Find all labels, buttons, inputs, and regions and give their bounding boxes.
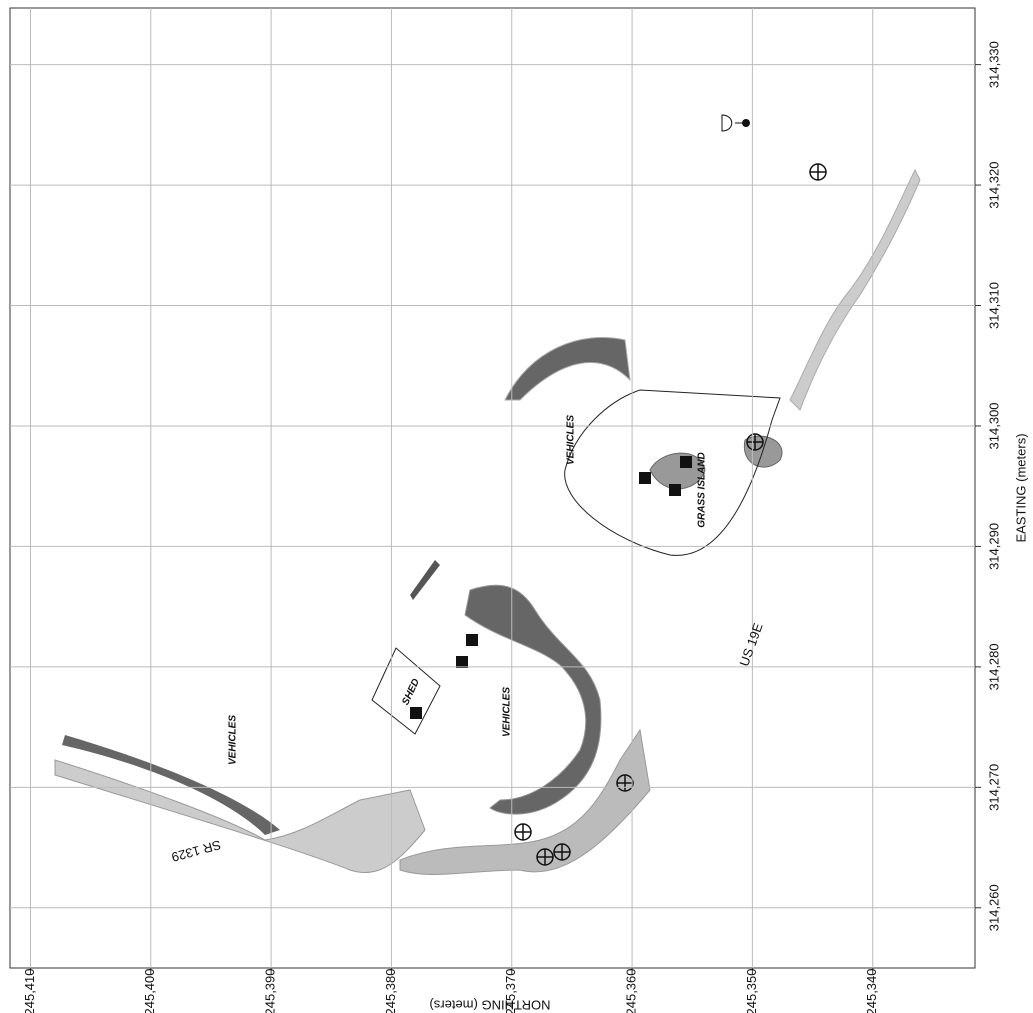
x-tick-label: 245,360 xyxy=(624,969,639,1013)
y-tick-label: 314,310 xyxy=(986,282,1001,329)
shed-outline xyxy=(371,647,441,735)
curb-left xyxy=(62,735,280,835)
y-tick-label: 314,270 xyxy=(986,764,1001,811)
annotation: VEHICLES xyxy=(228,715,239,765)
x-tick-label: 245,400 xyxy=(142,969,157,1013)
x-tick-label: 245,350 xyxy=(744,969,759,1013)
curb-top xyxy=(504,337,631,401)
y-tick-label: 314,300 xyxy=(986,402,1001,449)
road-strip xyxy=(789,168,921,411)
squares xyxy=(410,456,692,719)
y-tick-label: 314,260 xyxy=(986,884,1001,931)
x-tick-label: 245,340 xyxy=(864,969,879,1013)
grass-island-boundary xyxy=(564,389,781,556)
annotation: VEHICLES xyxy=(566,415,577,465)
x-tick-label: 245,410 xyxy=(22,969,37,1013)
x-tick-label: 245,390 xyxy=(263,969,278,1013)
x-tick-label: 245,380 xyxy=(383,969,398,1013)
curb-bottom-light xyxy=(399,728,651,875)
y-tick-label: 314,320 xyxy=(986,162,1001,209)
plot-frame xyxy=(9,7,976,969)
features xyxy=(54,114,921,875)
x-axis-label: NORTHING (meters) xyxy=(429,998,550,1013)
curb-fragment xyxy=(410,560,440,600)
y-axis-label: EASTING (meters) xyxy=(1013,433,1028,542)
y-tick-label: 314,280 xyxy=(986,643,1001,690)
annotation: VEHICLES xyxy=(502,687,513,737)
curb-c xyxy=(464,584,602,815)
light-symbol xyxy=(721,114,744,132)
annotation: GRASS ISLAND xyxy=(697,452,708,528)
y-tick-label: 314,330 xyxy=(986,41,1001,88)
y-tick-label: 314,290 xyxy=(986,523,1001,570)
x-tick-label: 245,370 xyxy=(503,969,518,1013)
point xyxy=(742,119,750,127)
curb-left-light xyxy=(54,759,426,874)
well-symbols xyxy=(514,163,827,866)
